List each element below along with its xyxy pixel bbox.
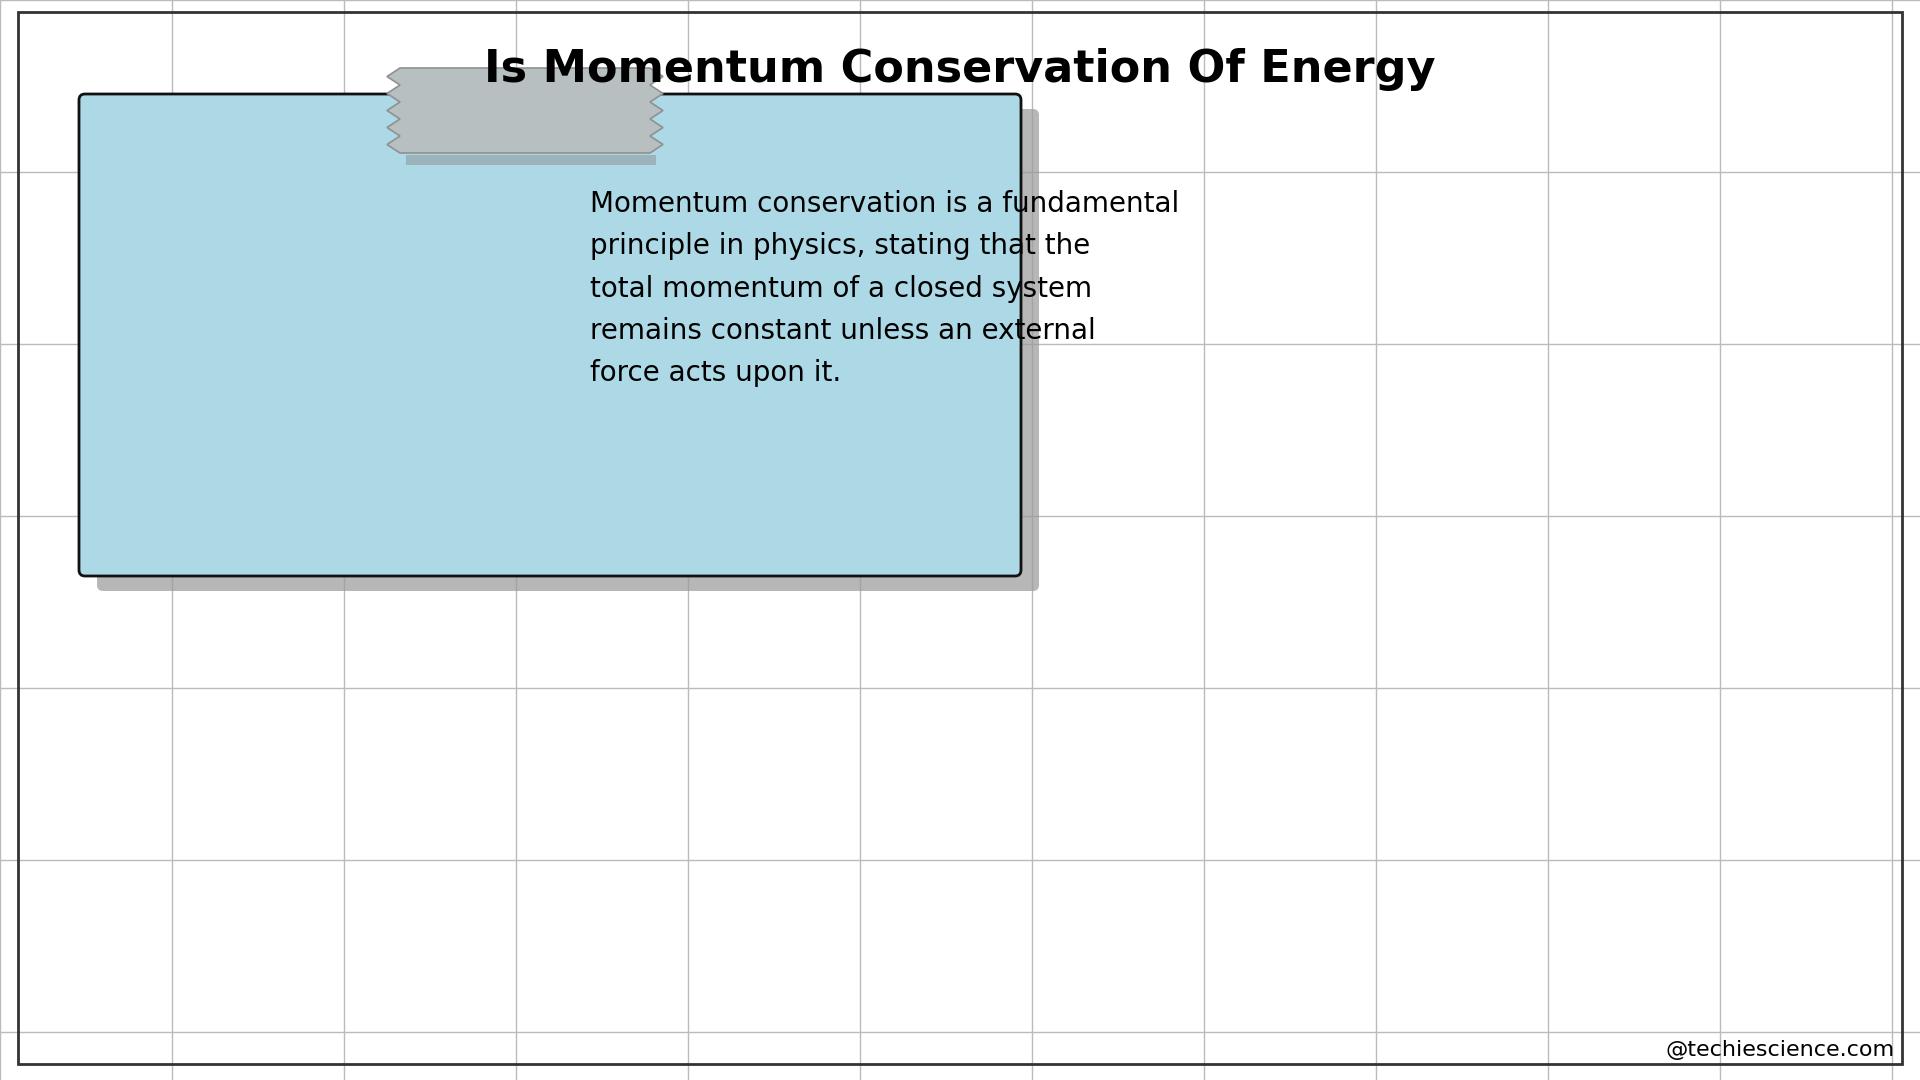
Text: Momentum conservation is a fundamental
principle in physics, stating that the
to: Momentum conservation is a fundamental p… <box>589 190 1179 388</box>
FancyBboxPatch shape <box>98 109 1039 591</box>
FancyBboxPatch shape <box>79 94 1021 576</box>
Polygon shape <box>405 156 657 165</box>
Text: Is Momentum Conservation Of Energy: Is Momentum Conservation Of Energy <box>484 48 1436 91</box>
Text: @techiescience.com: @techiescience.com <box>1667 1040 1895 1059</box>
Polygon shape <box>388 68 662 153</box>
